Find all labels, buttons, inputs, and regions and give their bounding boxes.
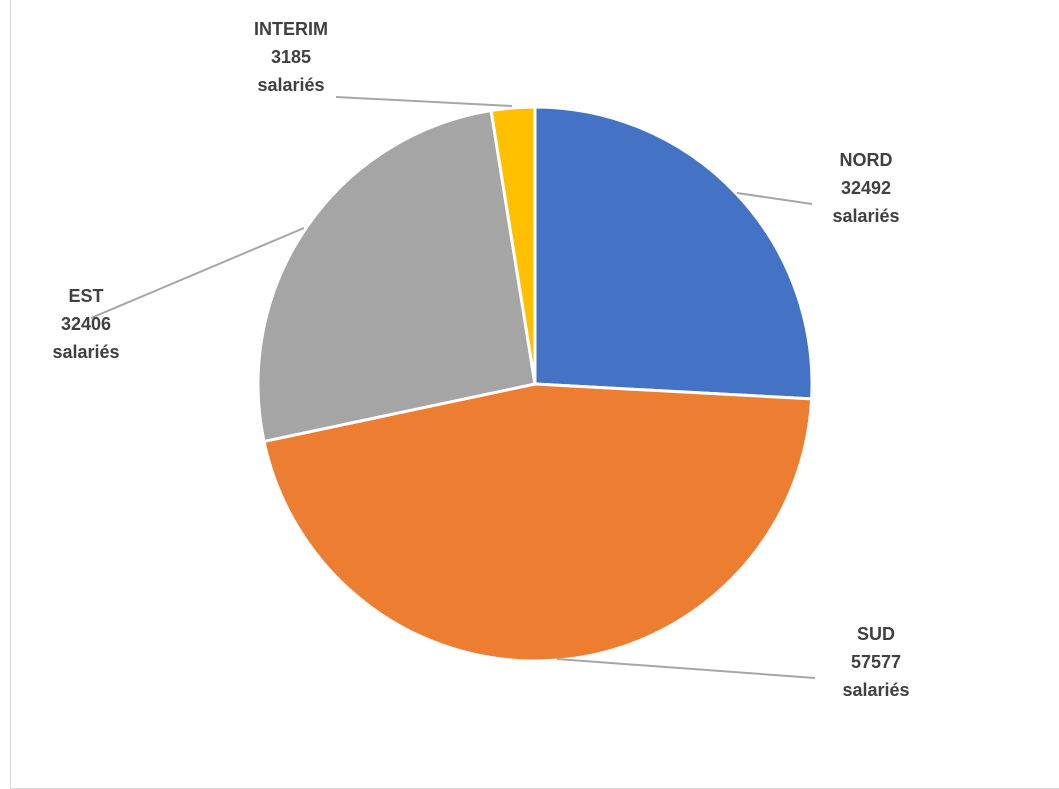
label-category: NORD: [840, 150, 893, 170]
label-value: 3185: [271, 47, 311, 67]
label-unit: salariés: [257, 75, 324, 95]
label-category: EST: [68, 286, 103, 306]
data-label-interim: INTERIM 3185 salariés: [254, 19, 328, 95]
leader-line-interim: [335, 96, 513, 107]
label-category: INTERIM: [254, 19, 328, 39]
pie-slice-sud: [262, 382, 814, 663]
label-value: 57577: [851, 652, 901, 672]
label-value: 32406: [61, 314, 111, 334]
data-label-sud: SUD 57577 salariés: [842, 624, 909, 700]
label-unit: salariés: [832, 206, 899, 226]
data-labels: NORD 32492 salariés SUD 57577 salariés EST 3240…: [52, 19, 909, 700]
pie-slices: [256, 105, 814, 663]
label-category: SUD: [857, 624, 895, 644]
data-label-est: EST 32406 salariés: [52, 286, 119, 362]
pie-slice-interim: [489, 105, 537, 386]
leader-lines: [90, 96, 816, 679]
label-unit: salariés: [52, 342, 119, 362]
leader-line-est: [90, 227, 305, 319]
leader-line-sud: [556, 658, 816, 679]
pie-slice-est: [256, 109, 537, 443]
data-label-nord: NORD 32492 salariés: [832, 150, 899, 226]
pie-slice-nord: [533, 105, 814, 401]
label-value: 32492: [841, 178, 891, 198]
label-unit: salariés: [842, 680, 909, 700]
leader-line-nord: [736, 192, 813, 205]
